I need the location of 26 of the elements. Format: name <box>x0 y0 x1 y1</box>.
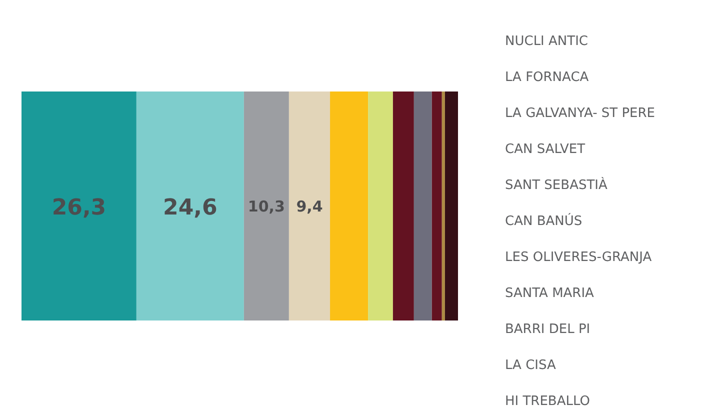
bar <box>442 91 445 321</box>
bar <box>368 91 393 321</box>
bar <box>444 91 458 321</box>
data-label: 24,6 <box>163 196 218 220</box>
text: HI TREBALLO <box>505 392 590 410</box>
text: CAN SALVET <box>505 140 586 158</box>
bar <box>432 91 442 321</box>
text: BARRI DEL PI <box>505 320 590 338</box>
text: CAN BANÚS <box>505 212 582 230</box>
data-label: 10,3 <box>248 198 285 216</box>
bar <box>288 91 330 321</box>
bar <box>330 91 368 321</box>
bar <box>414 91 432 321</box>
data-label: 26,3 <box>52 196 106 220</box>
text: SANT SEBASTIÀ <box>505 176 608 194</box>
bar <box>244 91 289 321</box>
text: SANTA MARIA <box>505 284 594 302</box>
text: LA CISA <box>505 356 556 374</box>
text: LA GALVANYA- ST PERE <box>505 104 656 122</box>
text: LA FORNACA <box>505 68 589 86</box>
bar <box>392 91 414 321</box>
text: NUCLI ANTIC <box>505 32 588 50</box>
bar <box>22 91 136 321</box>
text: LES OLIVERES-GRANJA <box>505 248 652 266</box>
data-label: 9,4 <box>296 198 323 216</box>
bar <box>136 91 244 321</box>
